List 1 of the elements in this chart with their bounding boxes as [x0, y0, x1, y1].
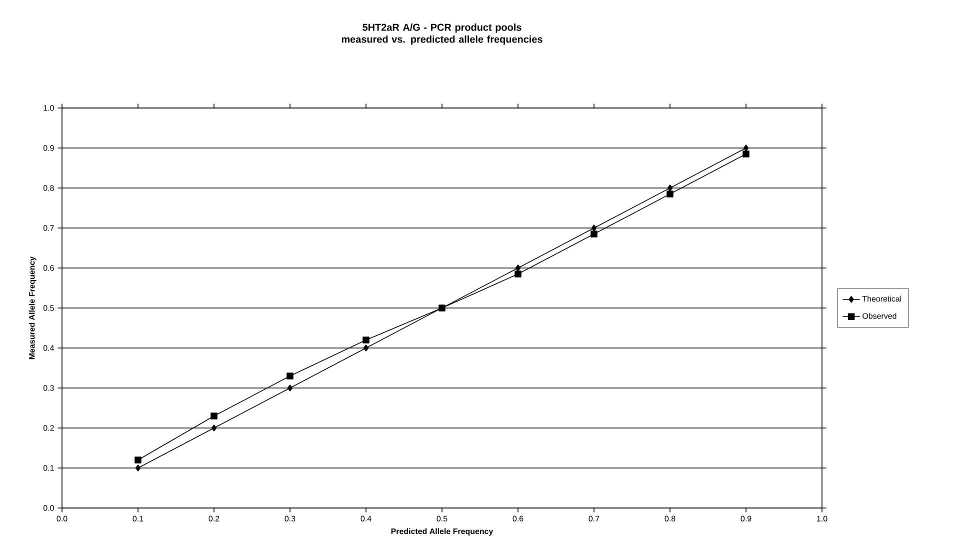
chart-title: 5HT2aR A/G - PCR product pools measured vs. predicted allele frequencies — [342, 24, 542, 45]
